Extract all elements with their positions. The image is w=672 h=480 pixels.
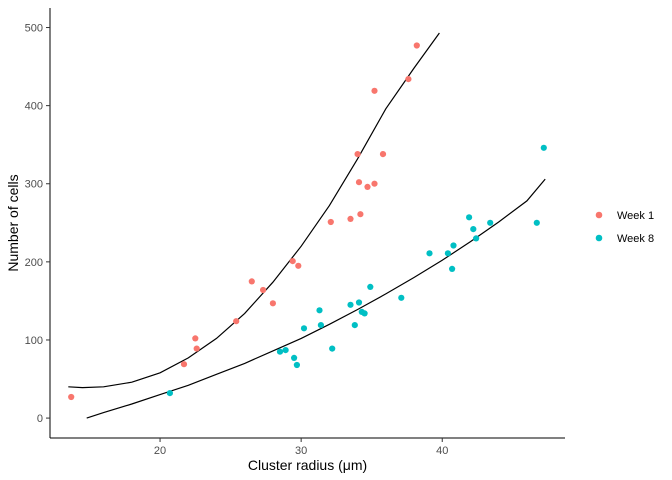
y-tick-label: 200 (25, 257, 43, 269)
data-point-series-2 (317, 322, 324, 329)
data-point-series-2 (540, 144, 547, 151)
data-point-series-1 (413, 42, 420, 49)
data-point-series-2 (487, 219, 494, 226)
data-point-series-2 (276, 348, 284, 355)
data-point-series-1 (347, 215, 354, 222)
data-point-series-1 (405, 76, 412, 83)
data-point-series-1 (379, 151, 387, 158)
x-tick-label: 20 (154, 445, 166, 457)
data-point-series-1 (364, 183, 371, 190)
data-point-series-1 (289, 258, 296, 265)
data-point-series-1 (233, 318, 240, 325)
data-point-series-2 (351, 322, 358, 329)
data-point-series-1 (354, 151, 361, 158)
data-point-series-1 (269, 300, 276, 307)
y-tick-label: 400 (25, 101, 43, 113)
data-point-series-1 (193, 345, 200, 352)
data-point-series-2 (329, 345, 336, 352)
data-point-series-2 (166, 390, 173, 397)
data-point-series-1 (355, 179, 363, 186)
data-point-series-2 (473, 235, 480, 242)
data-point-series-2 (398, 294, 405, 301)
data-point-series-2 (355, 299, 363, 306)
data-point-series-1 (248, 278, 255, 285)
data-point-series-1 (357, 211, 364, 218)
legend: Week 1 Week 8 (595, 210, 654, 245)
data-point-series-2 (361, 310, 368, 317)
data-point-series-2 (347, 301, 354, 308)
y-axis-title: Number of cells (5, 174, 21, 271)
data-point-series-1 (371, 180, 378, 187)
trend-line-series-1 (68, 32, 440, 389)
data-point-series-2 (316, 307, 323, 314)
legend-label-week-8: Week 8 (617, 233, 654, 245)
data-point-series-2 (291, 354, 298, 361)
data-point-series-2 (282, 347, 289, 354)
data-point-series-2 (367, 283, 374, 290)
data-point-series-2 (293, 361, 300, 369)
legend-marker-week-1 (595, 211, 603, 219)
data-point-series-1 (371, 87, 378, 94)
data-point-series-1 (192, 335, 199, 342)
data-point-series-1 (180, 361, 188, 368)
data-point-series-2 (533, 219, 540, 226)
y-tick-label: 0 (37, 413, 43, 425)
x-tick-label: 30 (295, 445, 307, 457)
x-tick-label: 40 (436, 445, 448, 457)
data-point-series-1 (327, 218, 334, 226)
x-axis-ticks: 20 30 40 (154, 438, 448, 457)
data-point-series-2 (426, 250, 433, 257)
data-points (68, 42, 547, 401)
data-point-series-2 (300, 325, 308, 332)
data-point-series-1 (68, 393, 75, 401)
data-point-series-2 (450, 242, 457, 249)
data-point-series-1 (260, 286, 267, 294)
legend-label-week-1: Week 1 (617, 210, 654, 222)
y-tick-label: 300 (25, 179, 43, 191)
data-point-series-2 (466, 214, 473, 221)
data-point-series-1 (295, 262, 302, 269)
y-tick-label: 100 (25, 335, 43, 347)
data-point-series-2 (444, 250, 451, 257)
data-point-series-2 (449, 265, 456, 272)
data-point-series-2 (470, 226, 477, 233)
x-axis-title: Cluster radius (μm) (248, 457, 367, 473)
legend-marker-week-8 (595, 234, 603, 242)
y-axis-ticks: 0 100 200 300 400 500 (25, 23, 50, 425)
y-tick-label: 500 (25, 23, 43, 35)
